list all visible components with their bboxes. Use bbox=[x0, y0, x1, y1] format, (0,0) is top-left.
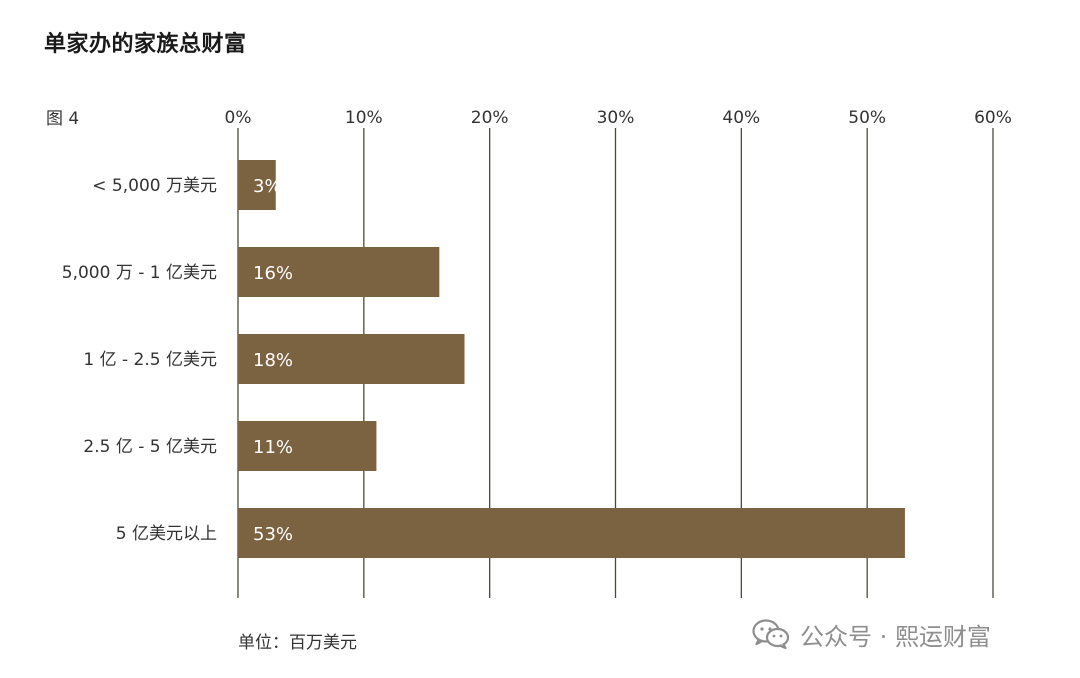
x-axis-ticks: 0% 10% 20% 30% 40% 50% 60% bbox=[225, 108, 1012, 128]
watermark-text: 公众号 · 熙运财富 bbox=[800, 622, 991, 651]
x-tick-label: 30% bbox=[597, 108, 635, 128]
x-tick-label: 60% bbox=[974, 108, 1012, 128]
watermark: 公众号 · 熙运财富 bbox=[752, 614, 991, 654]
x-tick-label: 10% bbox=[345, 108, 383, 128]
x-tick-label: 20% bbox=[471, 108, 509, 128]
bar bbox=[238, 247, 440, 297]
bar-value-label: 16% bbox=[253, 263, 293, 284]
x-tick-label: 40% bbox=[722, 108, 760, 128]
bar-value-label: 3% bbox=[253, 176, 282, 197]
bar bbox=[238, 508, 905, 558]
category-labels: < 5,000 万美元 5,000 万 - 1 亿美元 1 亿 - 2.5 亿美元 2… bbox=[62, 176, 217, 544]
x-tick-label: 50% bbox=[848, 108, 886, 128]
bar bbox=[238, 334, 465, 384]
category-label: 5,000 万 - 1 亿美元 bbox=[62, 263, 217, 283]
category-label: 5 亿美元以上 bbox=[116, 524, 217, 544]
category-label: < 5,000 万美元 bbox=[92, 176, 217, 196]
x-tick-label: 0% bbox=[225, 108, 252, 128]
wechat-icon bbox=[752, 619, 790, 650]
category-label: 1 亿 - 2.5 亿美元 bbox=[83, 350, 217, 370]
bar-value-label: 53% bbox=[253, 524, 293, 545]
unit-note: 单位：百万美元 bbox=[238, 633, 357, 653]
bar-value-label: 18% bbox=[253, 350, 293, 371]
bars-layer bbox=[238, 160, 905, 558]
bar bbox=[238, 421, 377, 471]
figure-label: 图 4 bbox=[46, 109, 80, 129]
chart-title: 单家办的家族总财富 bbox=[44, 32, 247, 57]
value-labels: 3% 16% 18% 11% 53% bbox=[253, 176, 293, 545]
category-label: 2.5 亿 - 5 亿美元 bbox=[83, 437, 217, 457]
bar-value-label: 11% bbox=[253, 437, 293, 458]
bar bbox=[238, 160, 276, 210]
